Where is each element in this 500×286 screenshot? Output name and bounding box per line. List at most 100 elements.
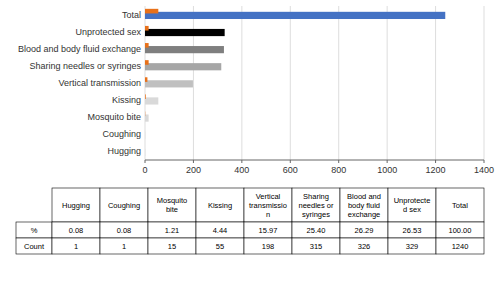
table-text-line: 315 <box>310 242 323 251</box>
table-cell <box>148 238 196 254</box>
table-text-line: d sex <box>403 205 421 214</box>
table-cell <box>196 222 244 238</box>
bar <box>145 26 149 31</box>
grid-line <box>241 6 242 160</box>
table-cell <box>244 238 292 254</box>
table-cell <box>388 188 436 222</box>
table-cell <box>340 222 388 238</box>
table-text-line: 0.08 <box>69 226 84 235</box>
table-text-line: 26.29 <box>355 226 374 235</box>
bar <box>145 80 193 87</box>
table-cell <box>436 188 484 222</box>
category-label: Blood and body fluid exchange <box>18 44 141 54</box>
grid-line <box>435 6 436 160</box>
table-text: 15.97 <box>259 226 278 235</box>
bar <box>145 29 225 36</box>
bar <box>145 12 445 19</box>
table-text-line: Count <box>24 242 45 251</box>
table-text: 1 <box>74 242 78 251</box>
table-text-line: Kissing <box>208 201 232 210</box>
y-axis: Total Unprotected sex Blood and body fluid… <box>18 10 142 157</box>
table-text-line: Hugging <box>62 201 90 210</box>
table-text: 315 <box>310 242 323 251</box>
table-cell <box>292 238 340 254</box>
table-text: 26.29 <box>355 226 374 235</box>
table-text-line: 25.40 <box>307 226 326 235</box>
table-text-line: syringes <box>302 210 330 219</box>
bar <box>145 9 158 14</box>
table-text-line: % <box>31 226 38 235</box>
table-text: Coughing <box>108 201 140 210</box>
table-cell <box>52 188 100 222</box>
table-text: Total <box>452 201 468 210</box>
axis-line <box>145 160 484 161</box>
table-text-line: 198 <box>262 242 275 251</box>
table-cell <box>100 222 148 238</box>
category-label: Kissing <box>112 95 141 105</box>
table-text-line: 15.97 <box>259 226 278 235</box>
table-text: 1.21 <box>165 226 180 235</box>
table-text: Mosquitobite <box>157 196 187 214</box>
bar <box>145 114 149 121</box>
bar <box>145 132 146 139</box>
table-cell <box>244 222 292 238</box>
tick-label: 1200 <box>426 165 446 175</box>
tick-label: 1000 <box>377 165 397 175</box>
table-cell <box>244 188 292 222</box>
grid-line <box>484 6 485 160</box>
table-cell <box>340 238 388 254</box>
table-cell <box>100 188 148 222</box>
table-cell <box>292 222 340 238</box>
table-text-line: Unprotecte <box>394 196 431 205</box>
table-text: Blood andbody fluidexchange <box>347 192 381 219</box>
table-text: Sharingneedles orsyringes <box>298 192 334 219</box>
table-text: Count <box>24 242 45 251</box>
category-label: Hugging <box>107 146 141 156</box>
table-cell <box>388 222 436 238</box>
table-cell <box>340 188 388 222</box>
table-text-line: 1 <box>74 242 78 251</box>
bar <box>145 46 224 53</box>
category-label: Coughing <box>102 129 141 139</box>
tick-label: 600 <box>283 165 298 175</box>
bars <box>145 9 445 156</box>
table-text-line: 0.08 <box>117 226 132 235</box>
table-text-line: Blood and <box>347 192 381 201</box>
table-text-line: 1.21 <box>165 226 180 235</box>
bar <box>145 43 149 48</box>
table-text-line: 15 <box>168 242 176 251</box>
table-text-line: 100.00 <box>449 226 472 235</box>
table-text: Unprotected sex <box>394 196 431 214</box>
table-text-line: Mosquito <box>157 196 187 205</box>
table-text: 26.53 <box>403 226 422 235</box>
table-cell <box>100 238 148 254</box>
table-cell <box>196 188 244 222</box>
category-label: Mosquito bite <box>87 112 141 122</box>
table-text-line: n <box>266 210 270 219</box>
bar <box>145 149 146 156</box>
category-label: Total <box>122 10 141 20</box>
table-text-line: 4.44 <box>213 226 228 235</box>
table-text: 15 <box>168 242 176 251</box>
tick-label: 0 <box>142 165 147 175</box>
table-text: % <box>31 226 38 235</box>
bar <box>145 146 146 151</box>
table-text-line: 329 <box>406 242 419 251</box>
table-text: Verticaltransmission <box>249 192 287 219</box>
table-cell <box>52 222 100 238</box>
table-text-line: Sharing <box>303 192 329 201</box>
table-text: 198 <box>262 242 275 251</box>
table-text: 100.00 <box>449 226 472 235</box>
table-text: 1240 <box>452 242 469 251</box>
table-text-line: 1 <box>122 242 126 251</box>
table-text-line: 26.53 <box>403 226 422 235</box>
table-text: 326 <box>358 242 371 251</box>
table-text: 55 <box>216 242 224 251</box>
table-text-line: body fluid <box>348 201 380 210</box>
category-label: Unprotected sex <box>75 27 141 37</box>
bar <box>145 77 147 82</box>
table-cell <box>436 238 484 254</box>
table-cell <box>292 188 340 222</box>
bar <box>145 63 221 70</box>
bar <box>145 129 146 134</box>
